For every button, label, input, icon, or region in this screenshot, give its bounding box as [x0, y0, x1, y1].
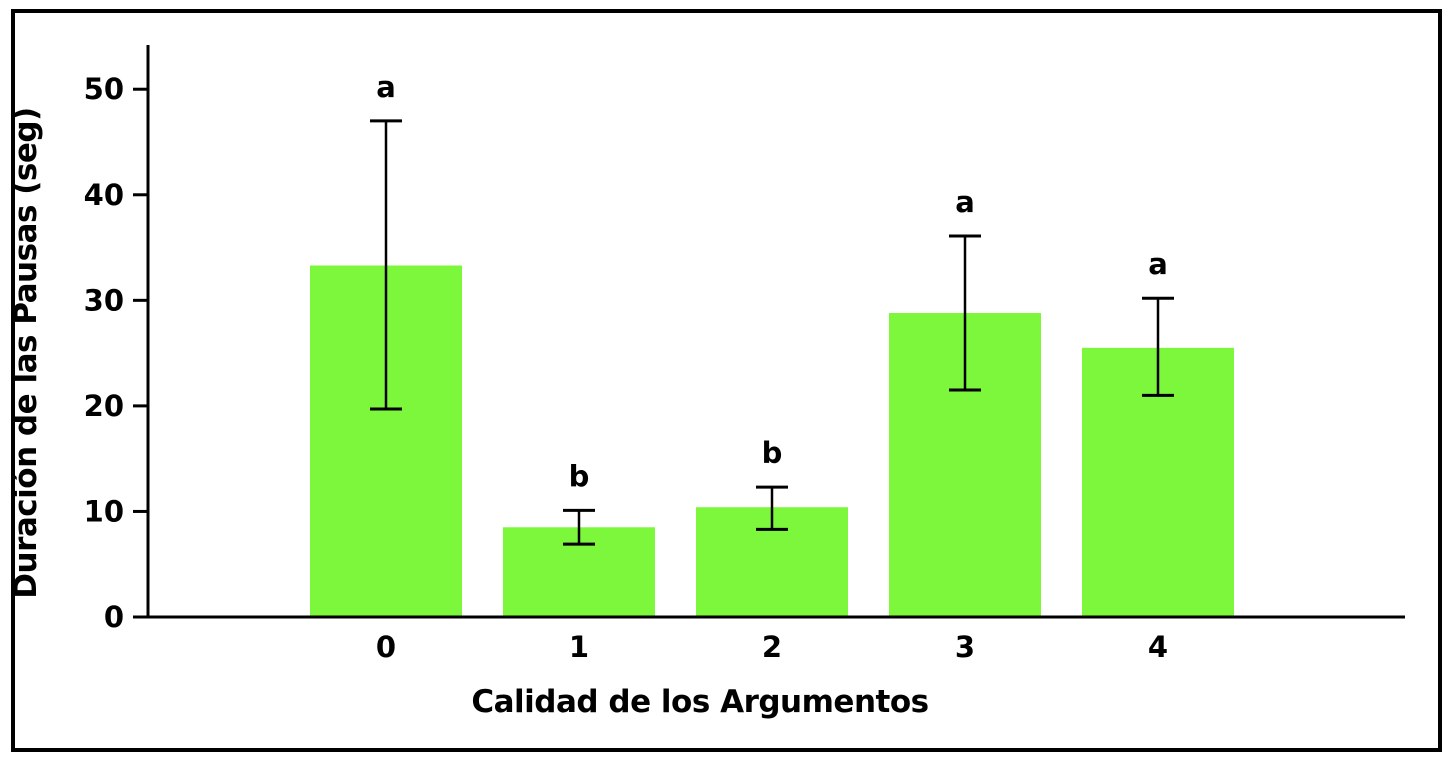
significance-letter: a [1148, 247, 1168, 281]
x-tick-label: 1 [569, 630, 589, 664]
figure-border [11, 9, 1442, 752]
y-tick-label: 0 [104, 600, 124, 634]
y-tick-label: 20 [84, 389, 124, 423]
x-tick-label: 2 [762, 630, 782, 664]
x-tick-label: 4 [1148, 630, 1168, 664]
y-tick-label: 50 [84, 72, 124, 106]
y-tick-label: 30 [84, 283, 124, 317]
plot-area: a b b a a 0 10 20 30 40 50 0 1 2 3 4 [84, 45, 1405, 664]
y-axis-label: Duración de las Pausas (seg) [8, 107, 44, 598]
x-tick-label: 3 [955, 630, 975, 664]
x-axis-label: Calidad de los Argumentos [471, 684, 928, 720]
significance-letter: a [376, 70, 396, 104]
significance-letter: a [955, 185, 975, 219]
significance-letter: b [762, 436, 783, 470]
y-tick-label: 40 [84, 178, 124, 212]
significance-letter: b [569, 459, 590, 493]
y-tick-label: 10 [84, 494, 124, 528]
x-tick-label: 0 [376, 630, 396, 664]
